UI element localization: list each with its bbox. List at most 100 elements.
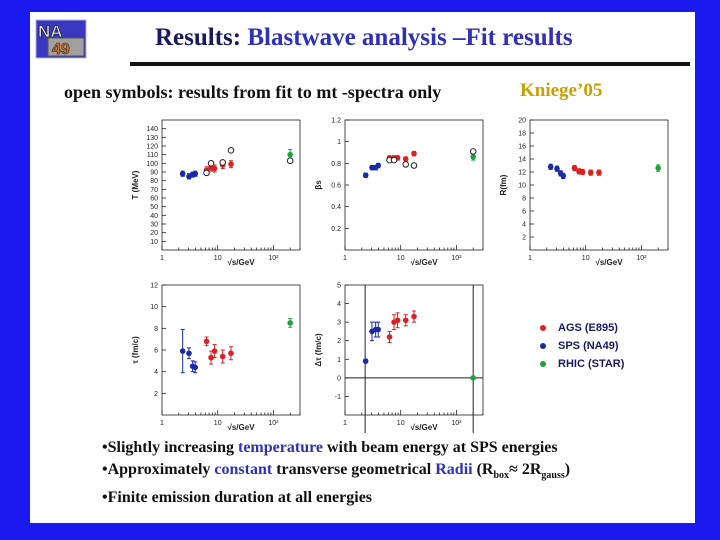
y-tick-label: 12 [518, 170, 526, 177]
y-tick-label: 0.6 [331, 183, 341, 190]
y-tick-label: 50 [150, 204, 158, 211]
data-point [386, 334, 393, 340]
y-axis-label: T (MeV) [131, 170, 140, 199]
legend-rhic-label: RHIC (STAR) [558, 358, 625, 370]
data-point [219, 353, 226, 360]
data-point [186, 350, 192, 357]
data-point [192, 364, 199, 371]
data-point [208, 354, 214, 361]
na49-logo: NA 49 [35, 19, 87, 59]
data-point-open [402, 161, 410, 168]
y-tick-label: 16 [518, 144, 526, 151]
y-tick-label: 2 [154, 391, 158, 398]
y-tick-label: 140 [146, 126, 158, 133]
y-tick-label: 3 [337, 320, 341, 327]
chart-frame [529, 119, 669, 251]
data-point-open [286, 157, 294, 165]
y-tick-label: 14 [518, 157, 526, 164]
legend-item-rhic: RHIC (STAR) [540, 355, 624, 373]
y-tick-label: 90 [150, 170, 158, 177]
legend-ags-dot [540, 325, 546, 331]
data-point [228, 350, 234, 357]
y-tick-label: 20 [518, 118, 526, 125]
logo-49: 49 [52, 41, 70, 58]
data-point [470, 154, 476, 160]
title-prefix: Results: [155, 24, 242, 51]
y-tick-label: 0.8 [331, 161, 341, 168]
y-tick-label: 5 [337, 283, 341, 290]
legend-item-sps: SPS (NA49) [540, 337, 624, 355]
chart-frame [344, 284, 484, 416]
data-point [287, 320, 293, 326]
data-point-open [390, 156, 398, 164]
y-axis-label: βs [314, 180, 323, 190]
data-point-open [469, 148, 477, 155]
y-tick-label: 40 [150, 213, 158, 220]
data-point [402, 156, 409, 162]
x-tick-label: 10 [397, 420, 405, 427]
x-tick-label: 1 [343, 255, 347, 262]
x-tick-label: 10² [268, 255, 279, 262]
legend: AGS (E895) SPS (NA49) RHIC (STAR) [540, 319, 624, 373]
bullet-3: •Finite emission duration at all energie… [102, 489, 373, 507]
x-tick-label: 1 [160, 255, 164, 262]
y-tick-label: 70 [150, 187, 158, 194]
y-tick-label: 8 [154, 326, 158, 333]
data-point [362, 358, 369, 364]
data-point [394, 317, 401, 324]
slide: NA 49 Results: Blastwave analysis –Fit r… [30, 12, 695, 523]
bullet-list: •Slightly increasing temperature with be… [102, 437, 570, 509]
data-point [554, 165, 560, 172]
y-tick-label: 18 [518, 131, 526, 138]
legend-rhic-dot [540, 361, 546, 367]
data-point [579, 169, 586, 175]
y-axis-label: Δτ (fm/c) [314, 333, 323, 367]
y-tick-label: 4 [337, 301, 341, 308]
y-tick-label: 12 [150, 283, 158, 290]
y-tick-label: 0.2 [331, 226, 341, 233]
chart-R: 2 4 6 8 10 12 14 16 18 20 1 10 10² √s/GeV R(fm) [499, 118, 669, 267]
y-tick-label: 1 [337, 357, 341, 364]
legend-ags-label: AGS (E895) [558, 322, 618, 334]
data-point [402, 317, 409, 324]
y-tick-label: 2 [522, 235, 526, 242]
x-tick-label: 10² [451, 255, 462, 262]
data-point [211, 165, 218, 172]
data-point-open [227, 147, 235, 154]
y-tick-label: 110 [147, 152, 158, 159]
data-point [192, 170, 199, 177]
title-rule [130, 62, 690, 66]
y-tick-label: 10 [150, 304, 158, 311]
x-tick-label: 10² [451, 420, 462, 427]
x-tick-label: 10 [397, 255, 405, 262]
y-tick-label: 6 [522, 209, 526, 216]
legend-sps-label: SPS (NA49) [558, 340, 619, 352]
y-tick-label: 120 [146, 144, 158, 151]
subtitle: open symbols: results from fit to mt -sp… [64, 82, 442, 102]
y-tick-label: 6 [154, 348, 158, 355]
chart-beta: 0.2 0.4 0.6 0.8 1 1.2 1 10 10² √s/GeV βs [314, 118, 484, 267]
y-tick-label: 8 [522, 196, 526, 203]
x-tick-label: 1 [160, 420, 164, 427]
logo-na: NA [38, 22, 63, 41]
y-tick-label: 4 [154, 369, 158, 376]
data-point-open [203, 169, 210, 177]
x-tick-label: 10² [268, 420, 279, 427]
y-tick-label: 10 [150, 239, 158, 246]
slide-title: Results: Blastwave analysis –Fit results [155, 24, 573, 52]
data-point [228, 161, 234, 167]
y-tick-label: 80 [150, 178, 158, 185]
data-point-open [207, 160, 215, 167]
data-point [596, 169, 602, 176]
y-tick-label: 1 [337, 139, 341, 146]
data-point-open [410, 162, 418, 169]
y-tick-label: 20 [150, 230, 158, 237]
data-point [203, 338, 210, 345]
data-point [655, 165, 661, 171]
x-axis-label: √s/GeV [595, 258, 623, 267]
x-axis-label: √s/GeV [227, 258, 255, 267]
x-axis-label: √s/GeV [227, 423, 255, 432]
reference-label: Kniege’05 [520, 80, 603, 101]
